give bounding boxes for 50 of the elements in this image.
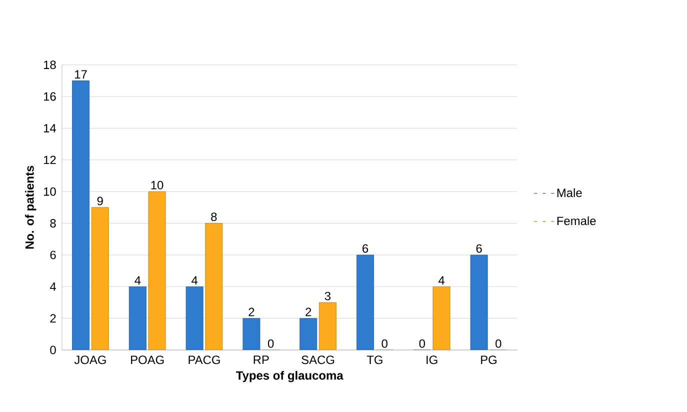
bar — [128, 286, 146, 350]
data-label: 0 — [382, 339, 388, 348]
data-label: 0 — [496, 339, 502, 348]
y-tick-label: 6 — [50, 250, 56, 260]
text: Female — [557, 216, 596, 226]
data-label: 17 — [75, 70, 87, 78]
y-tick-label: 10 — [44, 187, 56, 196]
bar — [300, 318, 318, 350]
x-tick-label: POAG — [131, 356, 164, 364]
bar — [91, 207, 109, 350]
data-label: 8 — [211, 212, 217, 222]
data-label: 4 — [192, 276, 198, 284]
data-label: 2 — [248, 308, 254, 316]
data-label: 0 — [419, 339, 426, 348]
y-axis-title: No. of patients — [25, 166, 36, 249]
data-label: 6 — [476, 244, 482, 253]
bar — [148, 191, 166, 350]
data-label: 6 — [362, 244, 368, 253]
bar — [72, 80, 90, 350]
y-tick-label: 0 — [50, 346, 56, 354]
bar — [242, 318, 260, 350]
x-axis-title: Types of glaucoma — [236, 370, 344, 382]
bar — [356, 254, 374, 350]
data-label: 4 — [134, 276, 141, 284]
bar — [470, 254, 488, 350]
x-tick-label: IG — [426, 356, 438, 364]
x-tick-label: TG — [366, 356, 382, 364]
bar — [318, 302, 336, 350]
data-label: 9 — [97, 196, 103, 206]
bar — [205, 223, 223, 350]
data-label: 3 — [324, 292, 331, 300]
y-tick-label: 14 — [44, 124, 56, 132]
x-tick-label: SACG — [302, 356, 334, 364]
bar — [432, 286, 450, 350]
data-label: 0 — [268, 339, 274, 348]
y-tick-label: 2 — [50, 314, 56, 322]
y-tick-label: 4 — [50, 282, 56, 291]
y-tick-label: 12 — [44, 156, 56, 164]
y-tick-label: 16 — [44, 92, 56, 101]
text: Male — [557, 188, 582, 198]
bar — [186, 286, 204, 350]
y-tick-label: 8 — [50, 219, 56, 228]
x-tick-label: PG — [481, 356, 496, 364]
y-tick-label: 18 — [44, 60, 56, 70]
data-label: 4 — [438, 276, 444, 284]
data-label: 2 — [306, 308, 312, 316]
data-label: 10 — [151, 180, 164, 190]
x-tick-label: JOAG — [74, 356, 106, 364]
x-tick-label: PACG — [188, 356, 220, 364]
x-tick-label: RP — [254, 356, 269, 364]
